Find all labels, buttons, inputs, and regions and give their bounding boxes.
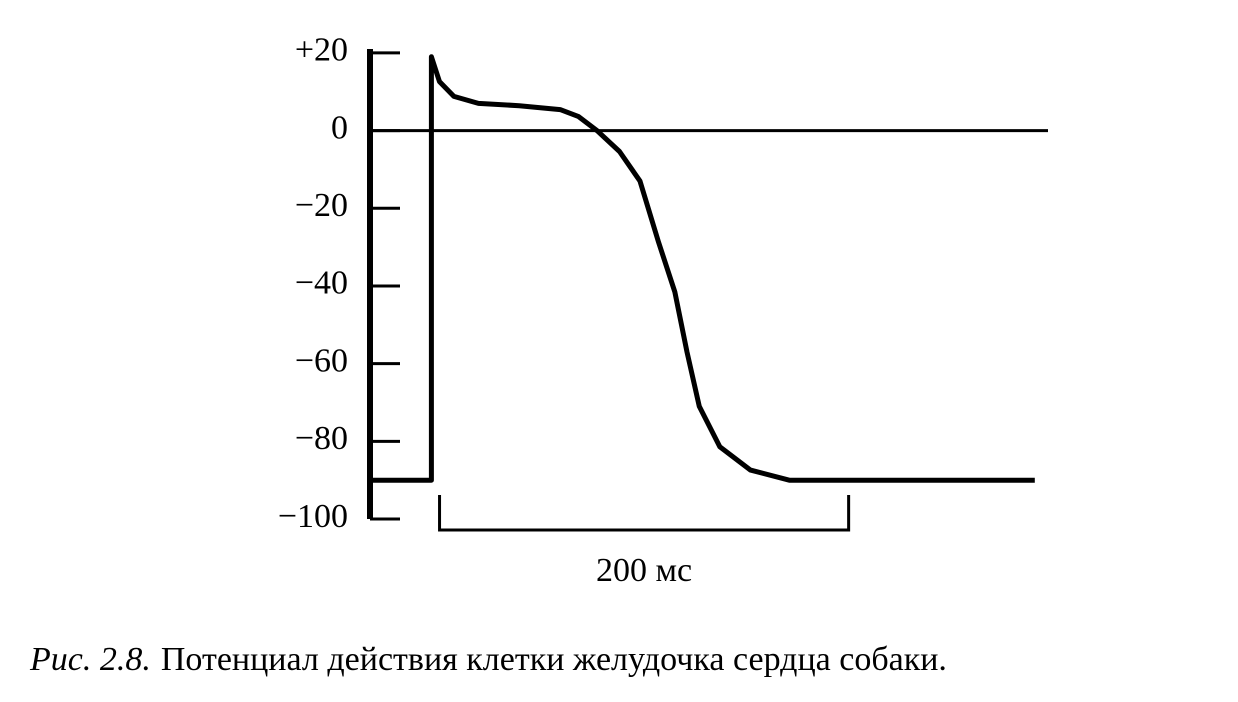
caption-prefix: Рис. 2.8. xyxy=(29,641,151,678)
scale-bar-label: 200 мс xyxy=(596,552,692,589)
y-tick-label: −60 xyxy=(295,342,348,379)
y-tick-label: +20 xyxy=(295,32,348,69)
y-tick-label: −80 xyxy=(295,420,348,457)
scale-bar xyxy=(438,495,851,532)
y-tick-label: 0 xyxy=(331,109,348,146)
caption: Рис. 2.8. Потенциал действия клетки желуд… xyxy=(29,641,947,678)
y-tick-label: −20 xyxy=(295,187,348,224)
caption-text: Потенциал действия клетки желудочка серд… xyxy=(161,641,947,678)
y-tick-label: −100 xyxy=(278,498,348,535)
y-tick-label: −40 xyxy=(295,265,348,302)
trace xyxy=(370,54,1035,483)
